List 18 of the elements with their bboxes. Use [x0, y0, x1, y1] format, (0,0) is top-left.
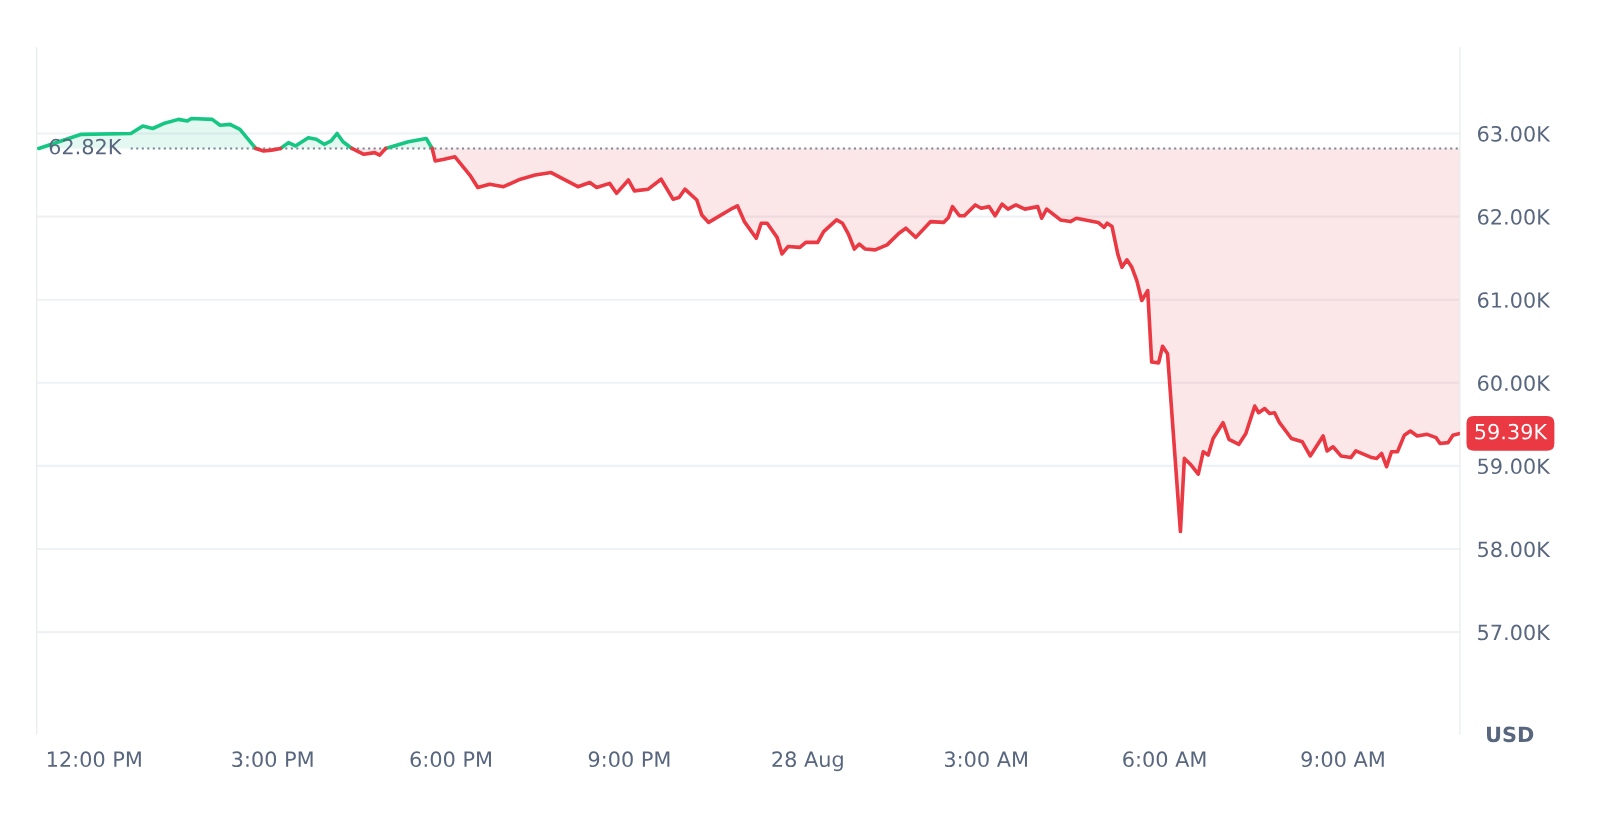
x-tick-label: 28 Aug [772, 751, 843, 772]
x-tick-label: 3:00 AM [944, 751, 1027, 768]
y-tick-label: 61.00K [1478, 292, 1551, 308]
x-tick-label: 6:00 PM [410, 751, 491, 768]
y-tick-label: 59.00K [1478, 458, 1551, 475]
x-tick-label: 9:00 AM [1301, 751, 1384, 768]
annotation: 59.39K [1475, 423, 1548, 440]
ref-line-label: 62.82K [49, 138, 122, 155]
x-tick-label: 6:00 AM [1123, 751, 1206, 768]
y-tick-label: 57.00K [1478, 624, 1551, 641]
y-tick-label: 63.00K [1478, 125, 1551, 142]
y-axis-title: USD [1487, 726, 1534, 743]
x-tick-label: 3:00 PM [232, 751, 313, 768]
y-tick-label: 58.00K [1478, 541, 1551, 558]
x-tick-label: 9:00 PM [588, 751, 670, 768]
x-tick-label: 12:00 PM [47, 751, 141, 768]
y-tick-label: 60.00K [1478, 375, 1551, 392]
y-tick-label: 62.00K [1478, 209, 1551, 225]
